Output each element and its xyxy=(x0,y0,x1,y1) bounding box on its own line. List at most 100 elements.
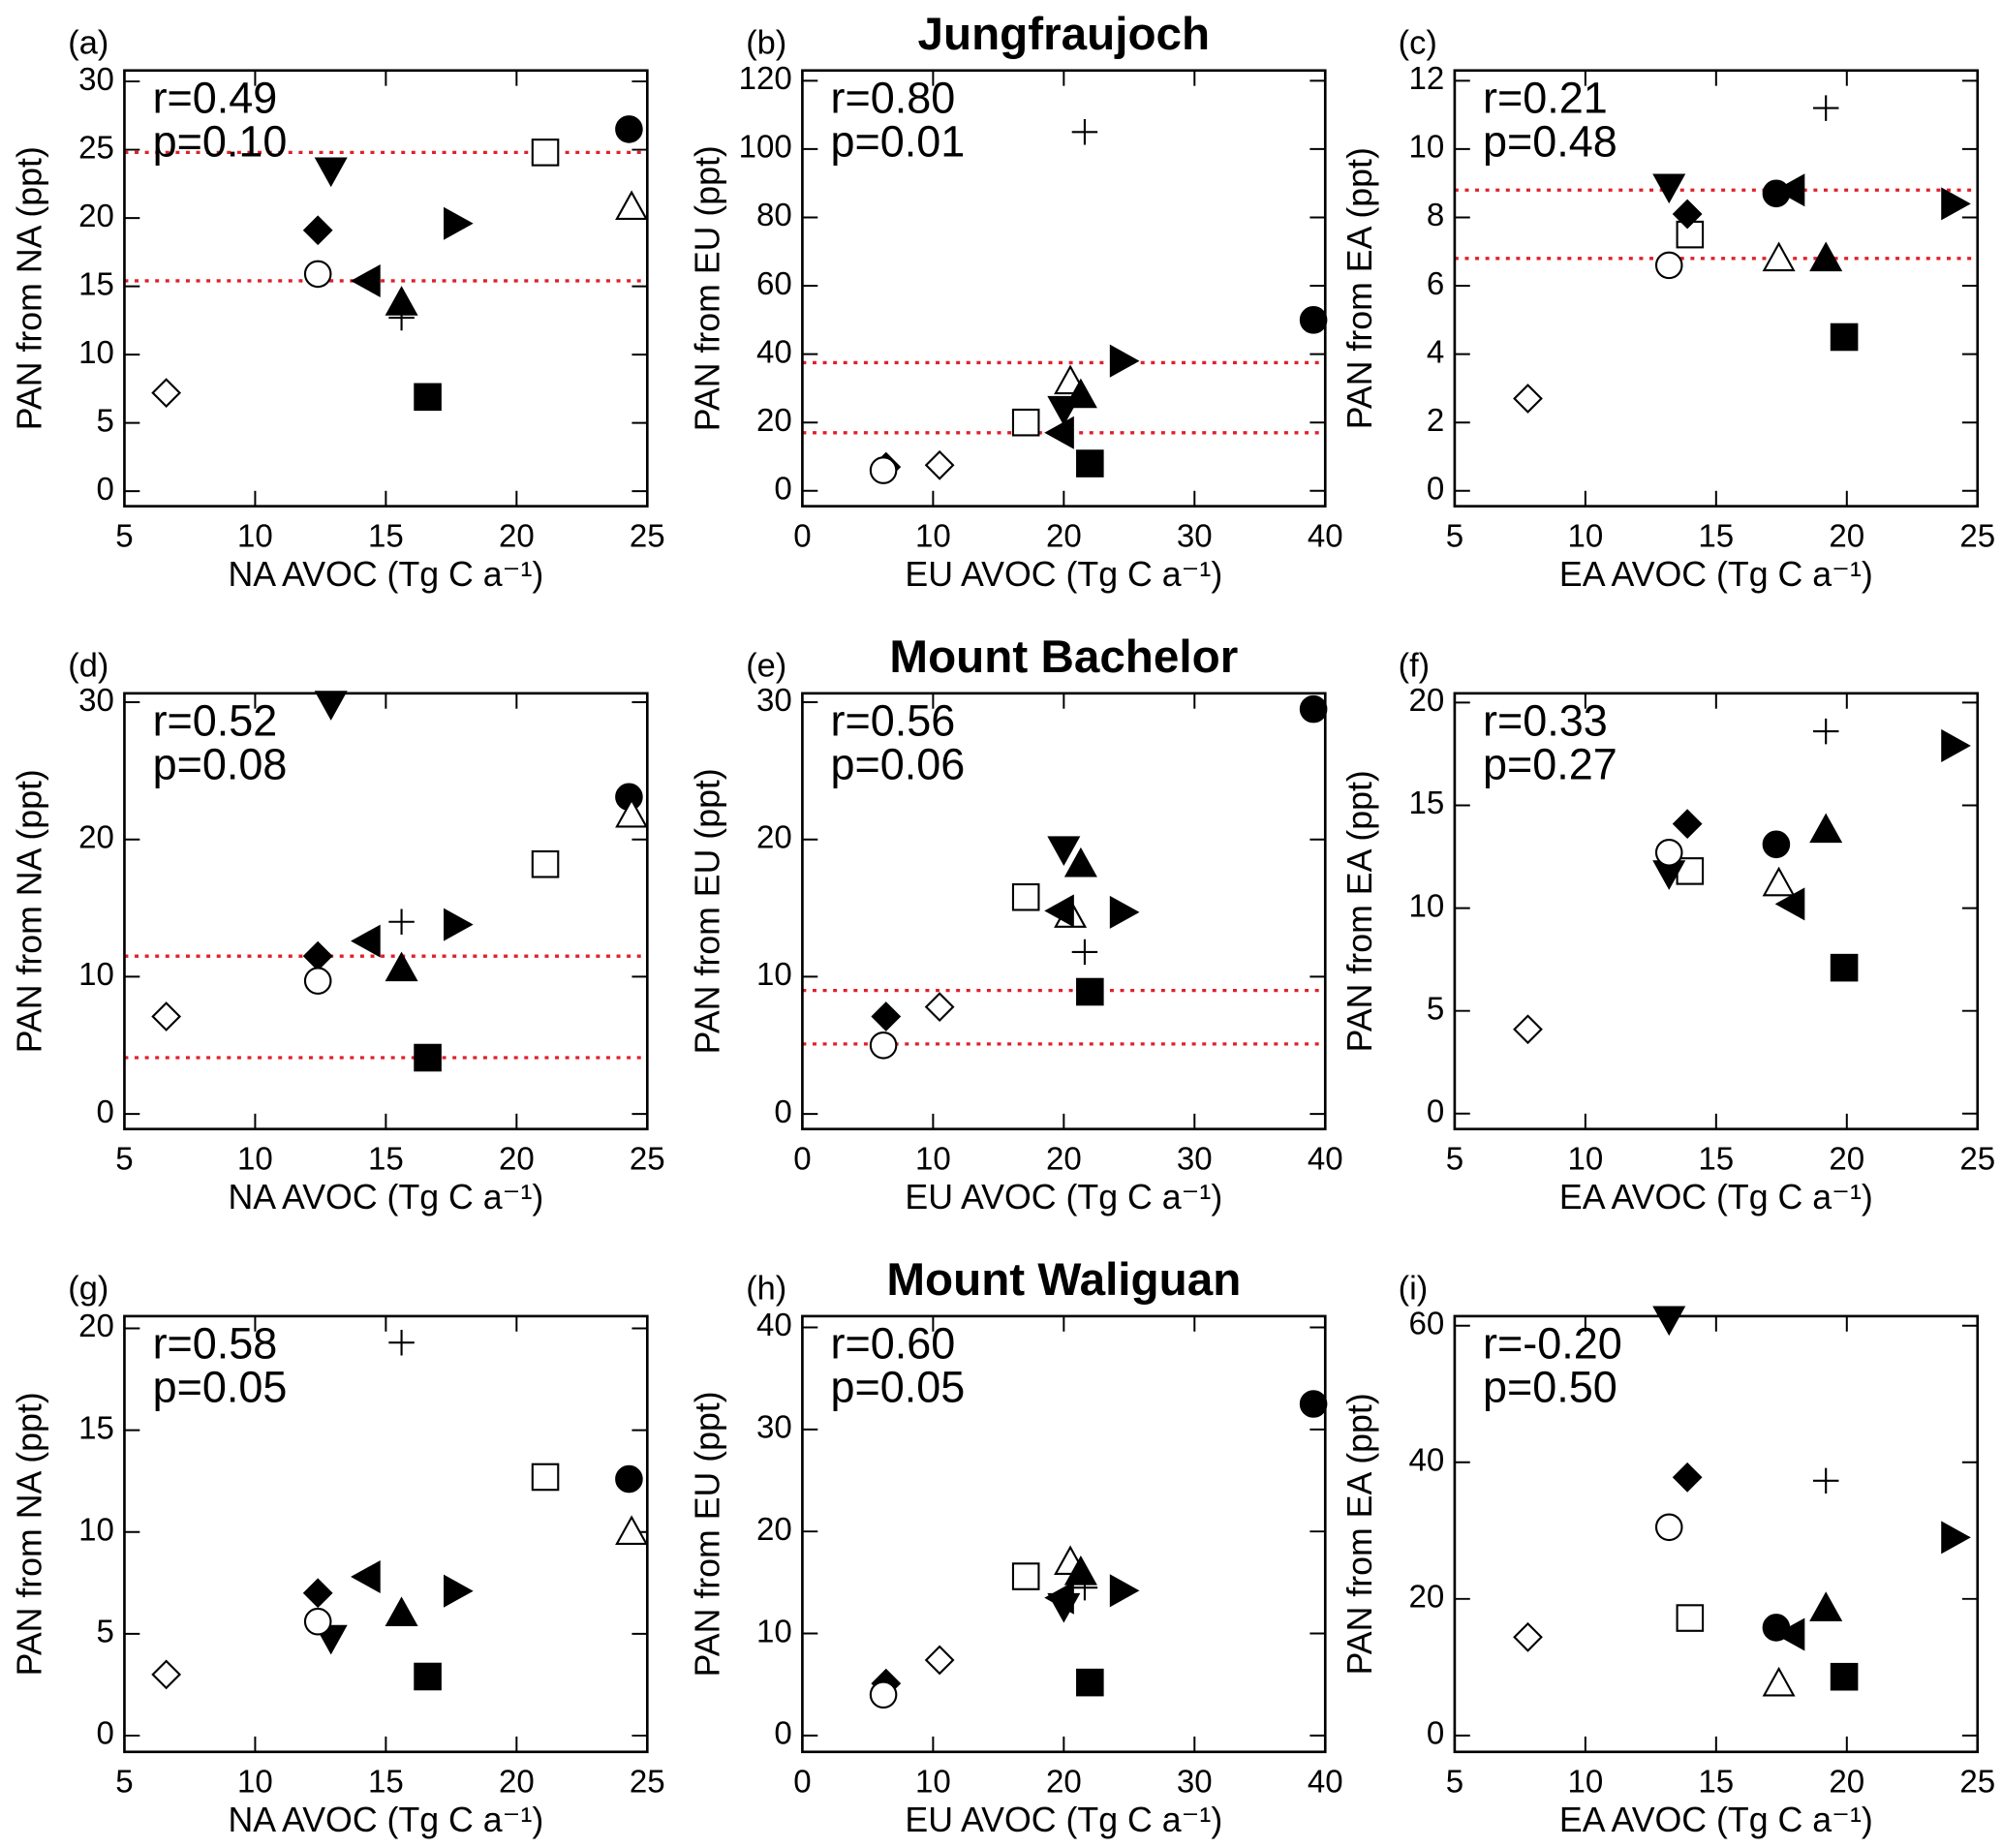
plot-frame xyxy=(801,1314,1327,1754)
x-axis-label: NA AVOC (Tg C a⁻¹) xyxy=(228,1801,543,1839)
panel-label: (e) xyxy=(746,647,786,684)
x-tick-label: 10 xyxy=(237,518,273,554)
marker xyxy=(1071,939,1098,966)
marker xyxy=(1299,1390,1328,1418)
panel-title: Jungfraujoch xyxy=(918,9,1211,60)
marker xyxy=(302,940,333,971)
annotation: r=0.60 xyxy=(831,1319,956,1369)
y-tick-label: 20 xyxy=(78,1309,114,1344)
annotation: r=0.33 xyxy=(1483,695,1608,745)
y-axis-label: PAN from EU (ppt) xyxy=(689,1391,727,1677)
marker xyxy=(1774,1617,1805,1651)
marker xyxy=(1676,1604,1705,1632)
marker xyxy=(1076,977,1104,1006)
plot-frame xyxy=(123,692,649,1131)
panel-label: (i) xyxy=(1399,1271,1429,1308)
marker xyxy=(1654,251,1683,280)
y-tick-label: 5 xyxy=(96,1615,113,1650)
x-tick-label: 10 xyxy=(1567,518,1603,554)
marker xyxy=(1011,882,1040,911)
marker xyxy=(1044,894,1074,928)
y-tick-label: 60 xyxy=(756,266,792,302)
annotation: p=0.50 xyxy=(1483,1363,1617,1412)
annotation: r=0.80 xyxy=(831,73,956,122)
x-tick-label: 40 xyxy=(1308,1765,1343,1801)
marker xyxy=(385,1596,418,1627)
x-tick-label: 20 xyxy=(499,1765,535,1801)
y-tick-label: 20 xyxy=(756,403,792,439)
marker xyxy=(302,215,333,246)
x-tick-label: 25 xyxy=(1959,518,1995,554)
marker xyxy=(388,1329,415,1356)
marker xyxy=(531,849,560,878)
x-tick-label: 30 xyxy=(1177,1142,1213,1178)
marker xyxy=(1063,378,1097,409)
marker xyxy=(1762,1666,1796,1697)
y-tick-label: 25 xyxy=(78,130,114,166)
y-tick-label: 0 xyxy=(96,1716,113,1752)
marker xyxy=(1047,836,1081,867)
panel: (c) 0 2 4 6 8 10 12 5 10 15 20 25 EA AVOC (Tg C a⁻¹) P… xyxy=(1340,24,1995,593)
marker xyxy=(531,139,560,167)
x-tick-label: 0 xyxy=(793,1142,811,1178)
x-tick-label: 30 xyxy=(1177,518,1213,554)
marker xyxy=(1299,694,1328,724)
marker xyxy=(531,1463,560,1492)
marker xyxy=(414,383,442,412)
panel: (b) Jungfraujoch 0 20 40 60 80 100 120 0 10 20 30 40 E… xyxy=(689,9,1343,594)
plot-frame xyxy=(1453,69,1980,508)
marker xyxy=(1652,1306,1686,1337)
x-axis-label: NA AVOC (Tg C a⁻¹) xyxy=(228,555,543,594)
marker xyxy=(303,967,332,995)
y-tick-label: 20 xyxy=(1409,683,1445,719)
x-tick-label: 10 xyxy=(1567,1142,1603,1178)
marker xyxy=(151,378,182,408)
annotation: p=0.08 xyxy=(153,739,288,788)
marker xyxy=(924,1645,955,1676)
x-tick-label: 40 xyxy=(1308,1142,1343,1178)
marker xyxy=(869,1031,898,1060)
y-tick-label: 10 xyxy=(1409,130,1445,166)
y-tick-label: 0 xyxy=(1427,1094,1444,1130)
marker xyxy=(869,1680,898,1709)
marker xyxy=(1299,306,1328,334)
marker xyxy=(1774,173,1805,207)
marker xyxy=(1809,813,1843,844)
annotation: p=0.05 xyxy=(153,1363,288,1412)
annotation: p=0.06 xyxy=(831,739,966,788)
x-axis-label: EA AVOC (Tg C a⁻¹) xyxy=(1559,1801,1873,1839)
marker xyxy=(385,286,418,316)
marker xyxy=(615,115,643,143)
y-tick-label: 0 xyxy=(774,1716,791,1752)
marker xyxy=(1513,1014,1543,1045)
annotation: p=0.48 xyxy=(1483,116,1617,166)
panel: (h) Mount Waliguan 0 10 20 30 40 0 10 20 30 40 EU AV… xyxy=(689,1254,1343,1839)
marker xyxy=(1762,866,1796,897)
y-tick-label: 10 xyxy=(756,957,792,993)
y-tick-label: 30 xyxy=(78,683,114,719)
x-axis-label: NA AVOC (Tg C a⁻¹) xyxy=(228,1178,543,1217)
plot-frame xyxy=(123,1314,649,1754)
x-tick-label: 10 xyxy=(915,1142,951,1178)
x-tick-label: 20 xyxy=(1046,1142,1082,1178)
annotation: p=0.10 xyxy=(153,116,288,166)
marker xyxy=(615,1515,649,1545)
marker xyxy=(385,951,418,982)
x-tick-label: 25 xyxy=(1959,1765,1995,1801)
y-axis-label: PAN from NA (ppt) xyxy=(11,1392,49,1676)
marker xyxy=(1011,408,1040,437)
annotation: r=0.49 xyxy=(153,73,278,122)
marker xyxy=(151,1659,182,1690)
x-tick-label: 25 xyxy=(630,1142,665,1178)
marker xyxy=(444,206,474,240)
marker xyxy=(314,157,348,188)
y-tick-label: 20 xyxy=(1409,1580,1445,1616)
x-tick-label: 10 xyxy=(237,1765,273,1801)
marker xyxy=(924,449,955,480)
marker xyxy=(351,1559,381,1593)
y-axis-label: PAN from NA (ppt) xyxy=(11,146,49,430)
x-axis-label: EU AVOC (Tg C a⁻¹) xyxy=(905,555,1222,594)
marker xyxy=(1513,1621,1543,1652)
